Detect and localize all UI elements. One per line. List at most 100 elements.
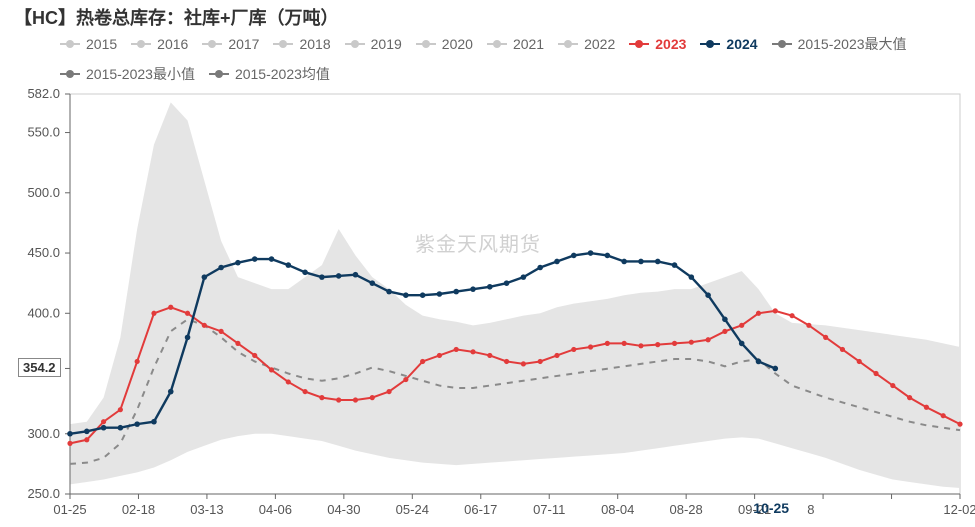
series-2023-marker [219, 329, 224, 334]
x-tick-label: 03-13 [190, 502, 223, 517]
legend-label: 2024 [726, 36, 757, 52]
x-tick-label: 04-06 [259, 502, 292, 517]
series-2023-marker [638, 343, 643, 348]
series-2023-marker [554, 353, 559, 358]
series-2024-marker [739, 341, 745, 347]
series-2024-marker [235, 260, 241, 266]
legend-item[interactable]: 2020 [416, 36, 473, 52]
x-tick-label: 04-30 [327, 502, 360, 517]
series-2023-marker [319, 395, 324, 400]
series-2023-marker [957, 422, 962, 427]
legend-swatch [60, 38, 80, 50]
x-tick-label: 12-02 [943, 502, 975, 517]
series-2024-marker [672, 262, 678, 268]
legend-swatch [209, 68, 229, 80]
legend-label: 2015-2023最大值 [798, 34, 907, 54]
legend-item[interactable]: 2015-2023最大值 [772, 34, 907, 54]
series-2023-marker [454, 347, 459, 352]
legend-item[interactable]: 2018 [273, 36, 330, 52]
series-2024-marker [168, 389, 174, 395]
series-2023-marker [840, 347, 845, 352]
series-2023-marker [504, 359, 509, 364]
legend-item[interactable]: 2022 [558, 36, 615, 52]
series-2024-marker [521, 274, 527, 280]
series-2024-marker [605, 253, 611, 259]
series-2023-marker [823, 335, 828, 340]
legend-swatch [131, 38, 151, 50]
legend-label: 2015-2023均值 [235, 64, 330, 84]
series-2024-marker [722, 317, 728, 323]
series-2023-marker [672, 341, 677, 346]
series-2024-marker [554, 259, 560, 265]
legend-item[interactable]: 2021 [487, 36, 544, 52]
series-2024-marker [487, 284, 493, 290]
legend-label: 2019 [371, 36, 402, 52]
series-2024-marker [772, 366, 778, 372]
y-tick-label: 250.0 [27, 486, 60, 501]
series-2023-marker [84, 437, 89, 442]
series-2024-marker [353, 272, 359, 278]
chart-title: 【HC】热卷总库存：社库+厂库（万吨） [14, 4, 339, 30]
series-2024-marker [453, 289, 459, 295]
legend-swatch [558, 38, 578, 50]
legend-item[interactable]: 2017 [202, 36, 259, 52]
series-2023-marker [689, 340, 694, 345]
series-2024-marker [420, 292, 426, 298]
series-2023-marker [722, 329, 727, 334]
series-2023-marker [252, 353, 257, 358]
series-2024-marker [202, 274, 208, 280]
series-2023-marker [789, 313, 794, 318]
series-2023-marker [336, 397, 341, 402]
series-2023-marker [873, 371, 878, 376]
series-2024-marker [218, 265, 224, 271]
legend-swatch [60, 68, 80, 80]
series-2023-marker [538, 359, 543, 364]
series-2023-marker [437, 353, 442, 358]
y-tick-label: 582.0 [27, 86, 60, 101]
legend-swatch [772, 38, 792, 50]
series-2023-marker [202, 323, 207, 328]
legend-item[interactable]: 2019 [345, 36, 402, 52]
legend-swatch [273, 38, 293, 50]
legend-label: 2016 [157, 36, 188, 52]
series-2024-marker [185, 335, 191, 341]
y-tick-label: 500.0 [27, 185, 60, 200]
series-2023-marker [806, 323, 811, 328]
series-2024-marker [571, 253, 577, 259]
series-2024-marker [118, 425, 124, 431]
series-2023-marker [151, 311, 156, 316]
legend-item[interactable]: 2024 [700, 36, 757, 52]
series-2023-marker [135, 359, 140, 364]
legend-swatch [700, 38, 720, 50]
series-2024-marker [655, 259, 661, 265]
series-2023-marker [907, 395, 912, 400]
min-max-band [70, 102, 960, 488]
series-2023-marker [521, 361, 526, 366]
legend-swatch [487, 38, 507, 50]
legend-swatch [629, 38, 649, 50]
legend-item[interactable]: 2023 [629, 36, 686, 52]
series-2024-marker [470, 286, 476, 292]
legend-item[interactable]: 2016 [131, 36, 188, 52]
series-2023-marker [168, 305, 173, 310]
series-2023-marker [857, 359, 862, 364]
legend-item[interactable]: 2015-2023最小值 [60, 64, 195, 84]
y-tick-label: 400.0 [27, 305, 60, 320]
series-2023-marker [420, 359, 425, 364]
legend-label: 2015 [86, 36, 117, 52]
series-2024-marker [403, 292, 409, 298]
legend-item[interactable]: 2015-2023均值 [209, 64, 330, 84]
legend-swatch [202, 38, 222, 50]
series-2024-marker [336, 273, 342, 279]
series-2024-marker [134, 421, 140, 427]
series-2023-marker [101, 419, 106, 424]
series-2024-marker [67, 431, 73, 437]
series-2023-marker [706, 337, 711, 342]
legend-item[interactable]: 2015 [60, 36, 117, 52]
y-tick-label: 450.0 [27, 245, 60, 260]
series-2023-marker [655, 342, 660, 347]
series-2024-marker [504, 280, 510, 286]
legend-label: 2021 [513, 36, 544, 52]
series-2023-marker [185, 311, 190, 316]
series-2024-marker [638, 259, 644, 265]
